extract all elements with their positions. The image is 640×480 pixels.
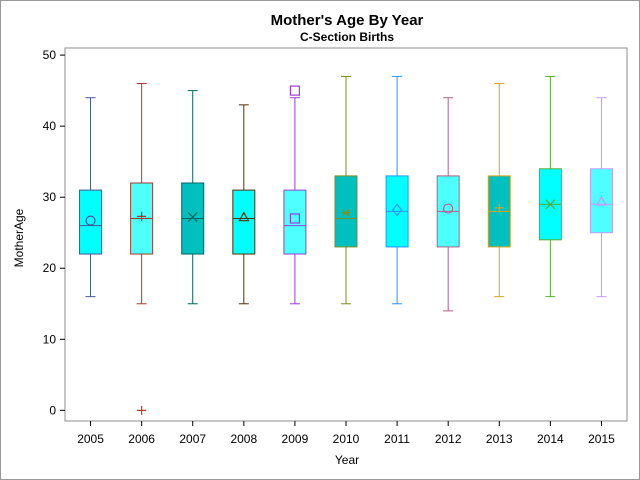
x-tick-label: 2005 xyxy=(77,432,104,446)
mean-marker xyxy=(545,199,556,210)
y-tick-label: 20 xyxy=(43,261,57,275)
x-tick-label: 2012 xyxy=(435,432,462,446)
mean-marker xyxy=(289,213,301,224)
mean-marker xyxy=(443,203,454,214)
x-tick-label: 2015 xyxy=(588,432,615,446)
mean-marker xyxy=(137,211,147,221)
outlier-marker xyxy=(289,85,301,96)
x-tick-label: 2013 xyxy=(486,432,513,446)
plot-area: 0 10 20 30 40 50 2005 2006 2007 2008 2009 2010 2011 2… xyxy=(43,47,628,446)
mean-marker xyxy=(341,209,351,217)
mean-marker xyxy=(595,195,607,206)
y-tick-label: 30 xyxy=(43,190,57,204)
chart-title: Mother's Age By Year xyxy=(271,12,424,29)
mean-marker xyxy=(238,211,250,222)
box xyxy=(589,168,613,234)
chart-subtitle: C-Section Births xyxy=(300,30,394,44)
x-tick-label: 2008 xyxy=(230,432,257,446)
x-tick-label: 2006 xyxy=(128,432,155,446)
y-tick-label: 10 xyxy=(43,332,57,346)
outlier-marker xyxy=(137,405,147,415)
y-tick-label: 40 xyxy=(43,119,57,133)
mean-marker xyxy=(85,215,96,226)
box xyxy=(232,189,256,255)
box xyxy=(334,175,358,248)
x-axis-label: Year xyxy=(335,453,359,467)
x-tick-label: 2009 xyxy=(282,432,309,446)
mean-marker xyxy=(187,212,198,223)
y-axis-label: MotherAge xyxy=(12,208,26,267)
y-tick-label: 50 xyxy=(43,48,57,62)
mean-marker xyxy=(494,203,504,213)
x-tick-label: 2014 xyxy=(537,432,564,446)
mean-marker xyxy=(391,203,403,217)
x-tick-label: 2007 xyxy=(179,432,206,446)
y-tick-label: 0 xyxy=(49,403,56,417)
box xyxy=(79,189,103,255)
x-tick-label: 2011 xyxy=(384,432,410,446)
box xyxy=(283,189,307,255)
x-tick-label: 2010 xyxy=(333,432,360,446)
